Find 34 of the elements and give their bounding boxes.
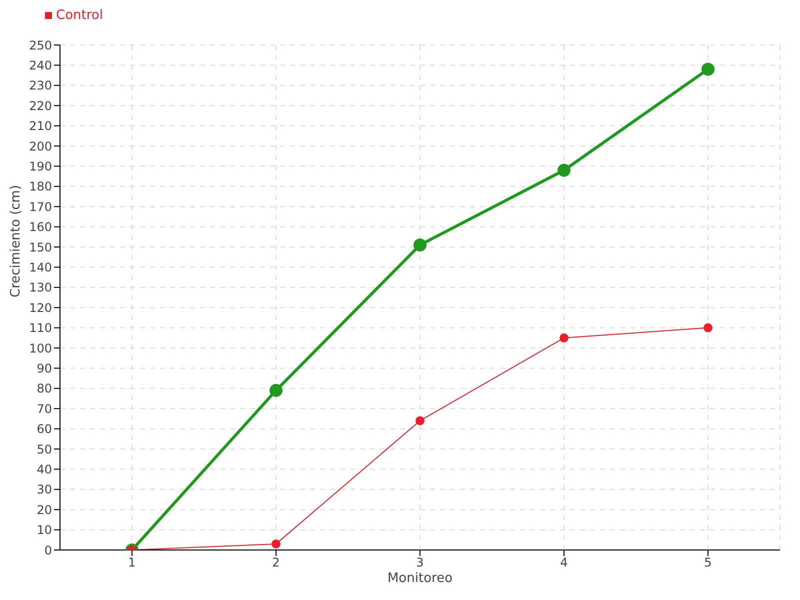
- x-tick-label: 3: [416, 556, 424, 570]
- y-tick-label: 80: [36, 382, 52, 396]
- y-tick-label: 220: [29, 98, 52, 113]
- y-tick-label: 140: [29, 260, 52, 274]
- y-tick-label: 230: [29, 78, 52, 93]
- x-tick-label: 2: [272, 556, 280, 570]
- y-tick-label: 90: [36, 361, 52, 376]
- y-tick-label: 130: [29, 280, 52, 295]
- y-tick-label: 190: [29, 159, 52, 174]
- y-tick-label: 30: [36, 482, 52, 497]
- y-tick-label: 60: [36, 422, 52, 436]
- y-tick-label: 40: [36, 462, 52, 476]
- y-tick-label: 160: [29, 220, 52, 234]
- legend-label: Control: [56, 8, 103, 23]
- y-tick-label: 0: [44, 543, 52, 558]
- y-tick-label: 10: [36, 523, 52, 538]
- y-tick-label: 20: [36, 502, 52, 517]
- y-tick-label: 250: [29, 38, 52, 52]
- x-tick-label: 4: [560, 556, 568, 570]
- x-tick-label: 5: [704, 556, 712, 570]
- y-tick-label: 70: [36, 402, 52, 416]
- y-tick-label: 100: [29, 341, 52, 356]
- y-axis-title: Crecimiento (cm): [8, 184, 24, 298]
- y-tick-label: 150: [29, 240, 52, 254]
- x-tick-label: 1: [128, 556, 136, 570]
- y-tick-label: 170: [29, 200, 52, 214]
- y-tick-label: 110: [29, 321, 52, 336]
- y-tick-label: 200: [29, 139, 52, 154]
- y-tick-label: 50: [36, 442, 52, 456]
- y-tick-label: 210: [29, 119, 52, 134]
- y-tick-label: 240: [29, 58, 52, 72]
- x-axis-title: Monitoreo: [387, 571, 453, 586]
- y-tick-label: 120: [29, 300, 52, 315]
- y-tick-label: 180: [29, 180, 52, 194]
